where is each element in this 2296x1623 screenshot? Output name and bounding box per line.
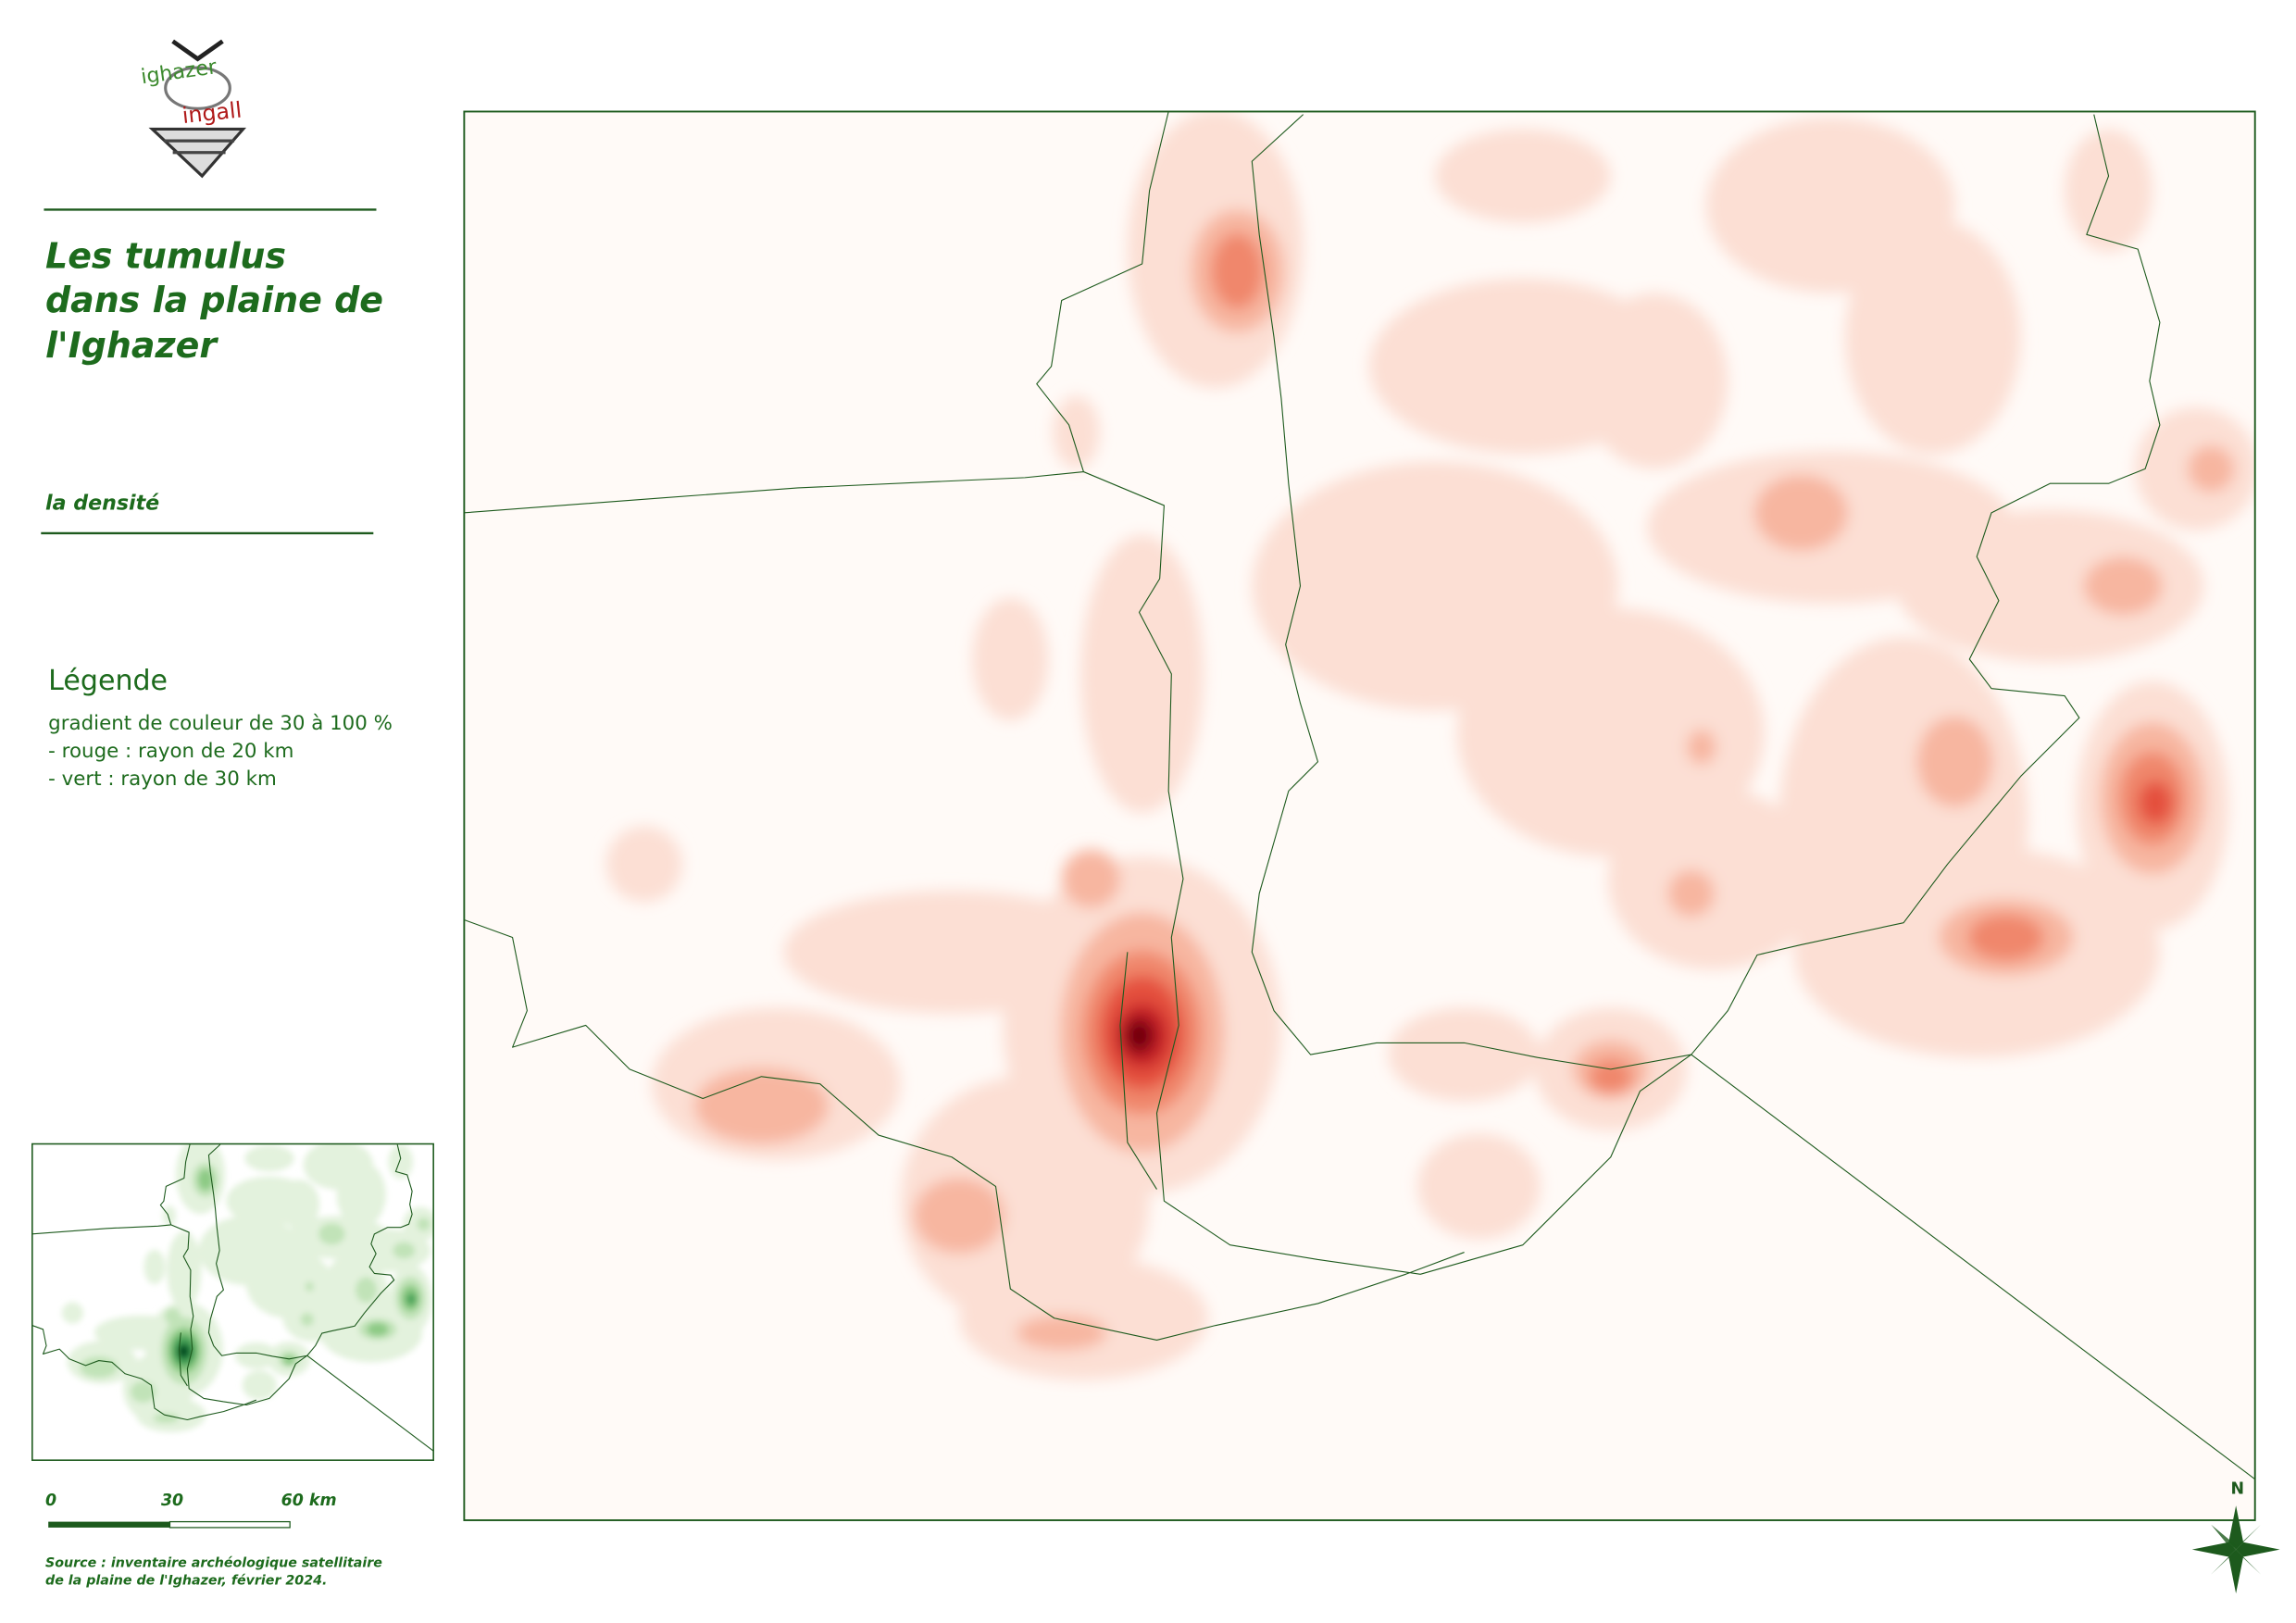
scale-label: 0 bbox=[45, 1492, 56, 1510]
density-blob bbox=[336, 1161, 386, 1228]
density-blob bbox=[234, 1342, 278, 1369]
density-blob bbox=[356, 1277, 378, 1303]
inset-frame bbox=[31, 1142, 434, 1461]
density-blob bbox=[305, 1281, 314, 1292]
density-blob bbox=[406, 1292, 417, 1305]
legend-line: gradient de couleur de 30 à 100 % bbox=[48, 712, 393, 735]
density-red bbox=[605, 111, 2255, 1380]
density-blob bbox=[278, 1180, 320, 1230]
legend-line: - vert : rayon de 30 km bbox=[48, 768, 277, 791]
density-blob bbox=[2083, 556, 2164, 616]
logo-bottom: ingall bbox=[181, 97, 243, 130]
density-blob bbox=[300, 1313, 314, 1327]
title-line: Les tumulus bbox=[45, 236, 286, 277]
inset-view bbox=[31, 1143, 434, 1461]
density-blob bbox=[1061, 849, 1120, 908]
density-blob bbox=[1435, 129, 1611, 223]
logo-top: ighazer bbox=[140, 55, 219, 89]
density-blob bbox=[130, 1380, 156, 1403]
density-blob bbox=[80, 1356, 119, 1379]
density-green bbox=[61, 1143, 434, 1432]
density-blob bbox=[179, 1346, 188, 1356]
density-blob bbox=[282, 1355, 295, 1366]
subtitle: la densité bbox=[45, 492, 159, 516]
density-blob bbox=[1589, 1058, 1633, 1094]
density-blob bbox=[153, 1413, 180, 1424]
density-blob bbox=[1581, 293, 1728, 469]
source-line: Source : inventaire archéologique satell… bbox=[45, 1556, 382, 1571]
title-line: l'Ighazer bbox=[45, 325, 218, 366]
density-blob bbox=[1053, 395, 1100, 469]
scale-label: 60 km bbox=[281, 1492, 337, 1510]
density-blob bbox=[1753, 474, 1849, 551]
logo: ighazer ingall bbox=[140, 39, 247, 179]
density-blob bbox=[417, 1217, 430, 1231]
density-blob bbox=[2065, 129, 2152, 253]
density-blob bbox=[1607, 788, 1819, 970]
density-blob bbox=[2187, 445, 2235, 493]
density-blob bbox=[242, 1370, 277, 1401]
density-blob bbox=[1687, 729, 1716, 765]
density-blob bbox=[1844, 219, 2021, 455]
density-blob bbox=[693, 1067, 830, 1144]
density-blob bbox=[605, 826, 683, 903]
density-blob bbox=[367, 1322, 389, 1336]
north-label: N bbox=[2230, 1480, 2244, 1499]
map-frame bbox=[463, 110, 2256, 1521]
density-blob bbox=[388, 1144, 414, 1180]
density-blob bbox=[1080, 534, 1204, 814]
density-blob bbox=[393, 1242, 416, 1259]
density-blob bbox=[1388, 1007, 1541, 1102]
density-blob bbox=[1211, 232, 1264, 309]
density-blob bbox=[1667, 869, 1716, 918]
density-blob bbox=[1417, 1133, 1541, 1240]
title-line: dans la plaine de bbox=[45, 280, 383, 320]
north-arrow: N bbox=[2191, 1480, 2280, 1594]
density-blob bbox=[913, 1177, 1004, 1255]
density-blob bbox=[1016, 1315, 1107, 1351]
density-blob bbox=[318, 1223, 345, 1245]
density-blob bbox=[197, 1168, 213, 1191]
scale-label: 30 bbox=[161, 1492, 183, 1510]
density-blob bbox=[2138, 780, 2174, 825]
main-map bbox=[464, 111, 2255, 1521]
density-blob bbox=[1916, 716, 1993, 807]
density-blob bbox=[1967, 914, 2044, 961]
source-line: de la plaine de l'Ighazer, février 2024. bbox=[45, 1574, 327, 1589]
density-blob bbox=[144, 1249, 166, 1284]
density-blob bbox=[972, 597, 1049, 721]
scale-bar: 0 30 60 km bbox=[45, 1492, 337, 1529]
density-blob bbox=[1896, 509, 2204, 663]
density-blob bbox=[162, 1205, 177, 1227]
density-blob bbox=[244, 1144, 294, 1172]
density-blob bbox=[1124, 1017, 1154, 1054]
density-blob bbox=[61, 1302, 83, 1324]
legend-heading: Légende bbox=[48, 665, 168, 697]
density-blob bbox=[167, 1230, 202, 1310]
legend-line: - rouge : rayon de 20 km bbox=[48, 740, 293, 763]
inset-map bbox=[31, 1142, 434, 1461]
